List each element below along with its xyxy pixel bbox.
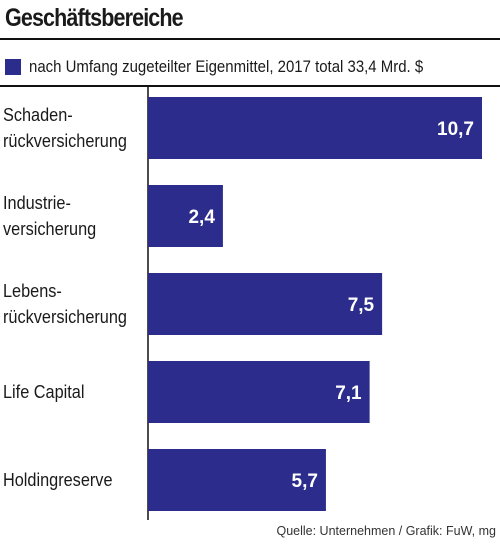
bar: [148, 361, 370, 423]
bar: [148, 97, 482, 159]
bar-value-label: 7,1: [335, 383, 362, 404]
bar-value-label: 2,4: [188, 207, 215, 228]
bar: [148, 273, 383, 335]
category-label: Industrie- versicherung: [3, 192, 97, 239]
legend-label: nach Umfang zugeteilter Eigenmittel, 201…: [29, 57, 424, 76]
bar: [148, 449, 326, 511]
category-label: Lebens- rückversicherung: [3, 280, 127, 327]
bar-value-label: 7,5: [348, 295, 375, 316]
bar: [148, 185, 223, 247]
chart-title: Geschäftsbereiche: [5, 4, 184, 32]
bar-value-label: 5,7: [292, 471, 318, 492]
category-label: Life Capital: [3, 381, 85, 402]
source-note: Quelle: Unternehmen / Grafik: FuW, mg: [276, 524, 496, 538]
category-label: Holdingreserve: [3, 469, 113, 490]
legend-swatch: [5, 59, 21, 75]
title-divider: [0, 38, 500, 40]
legend: nach Umfang zugeteilter Eigenmittel, 201…: [5, 55, 477, 79]
category-label: Schaden- rückversicherung: [3, 104, 127, 151]
legend-divider: [0, 85, 500, 87]
bar-value-label: 10,7: [437, 119, 474, 140]
